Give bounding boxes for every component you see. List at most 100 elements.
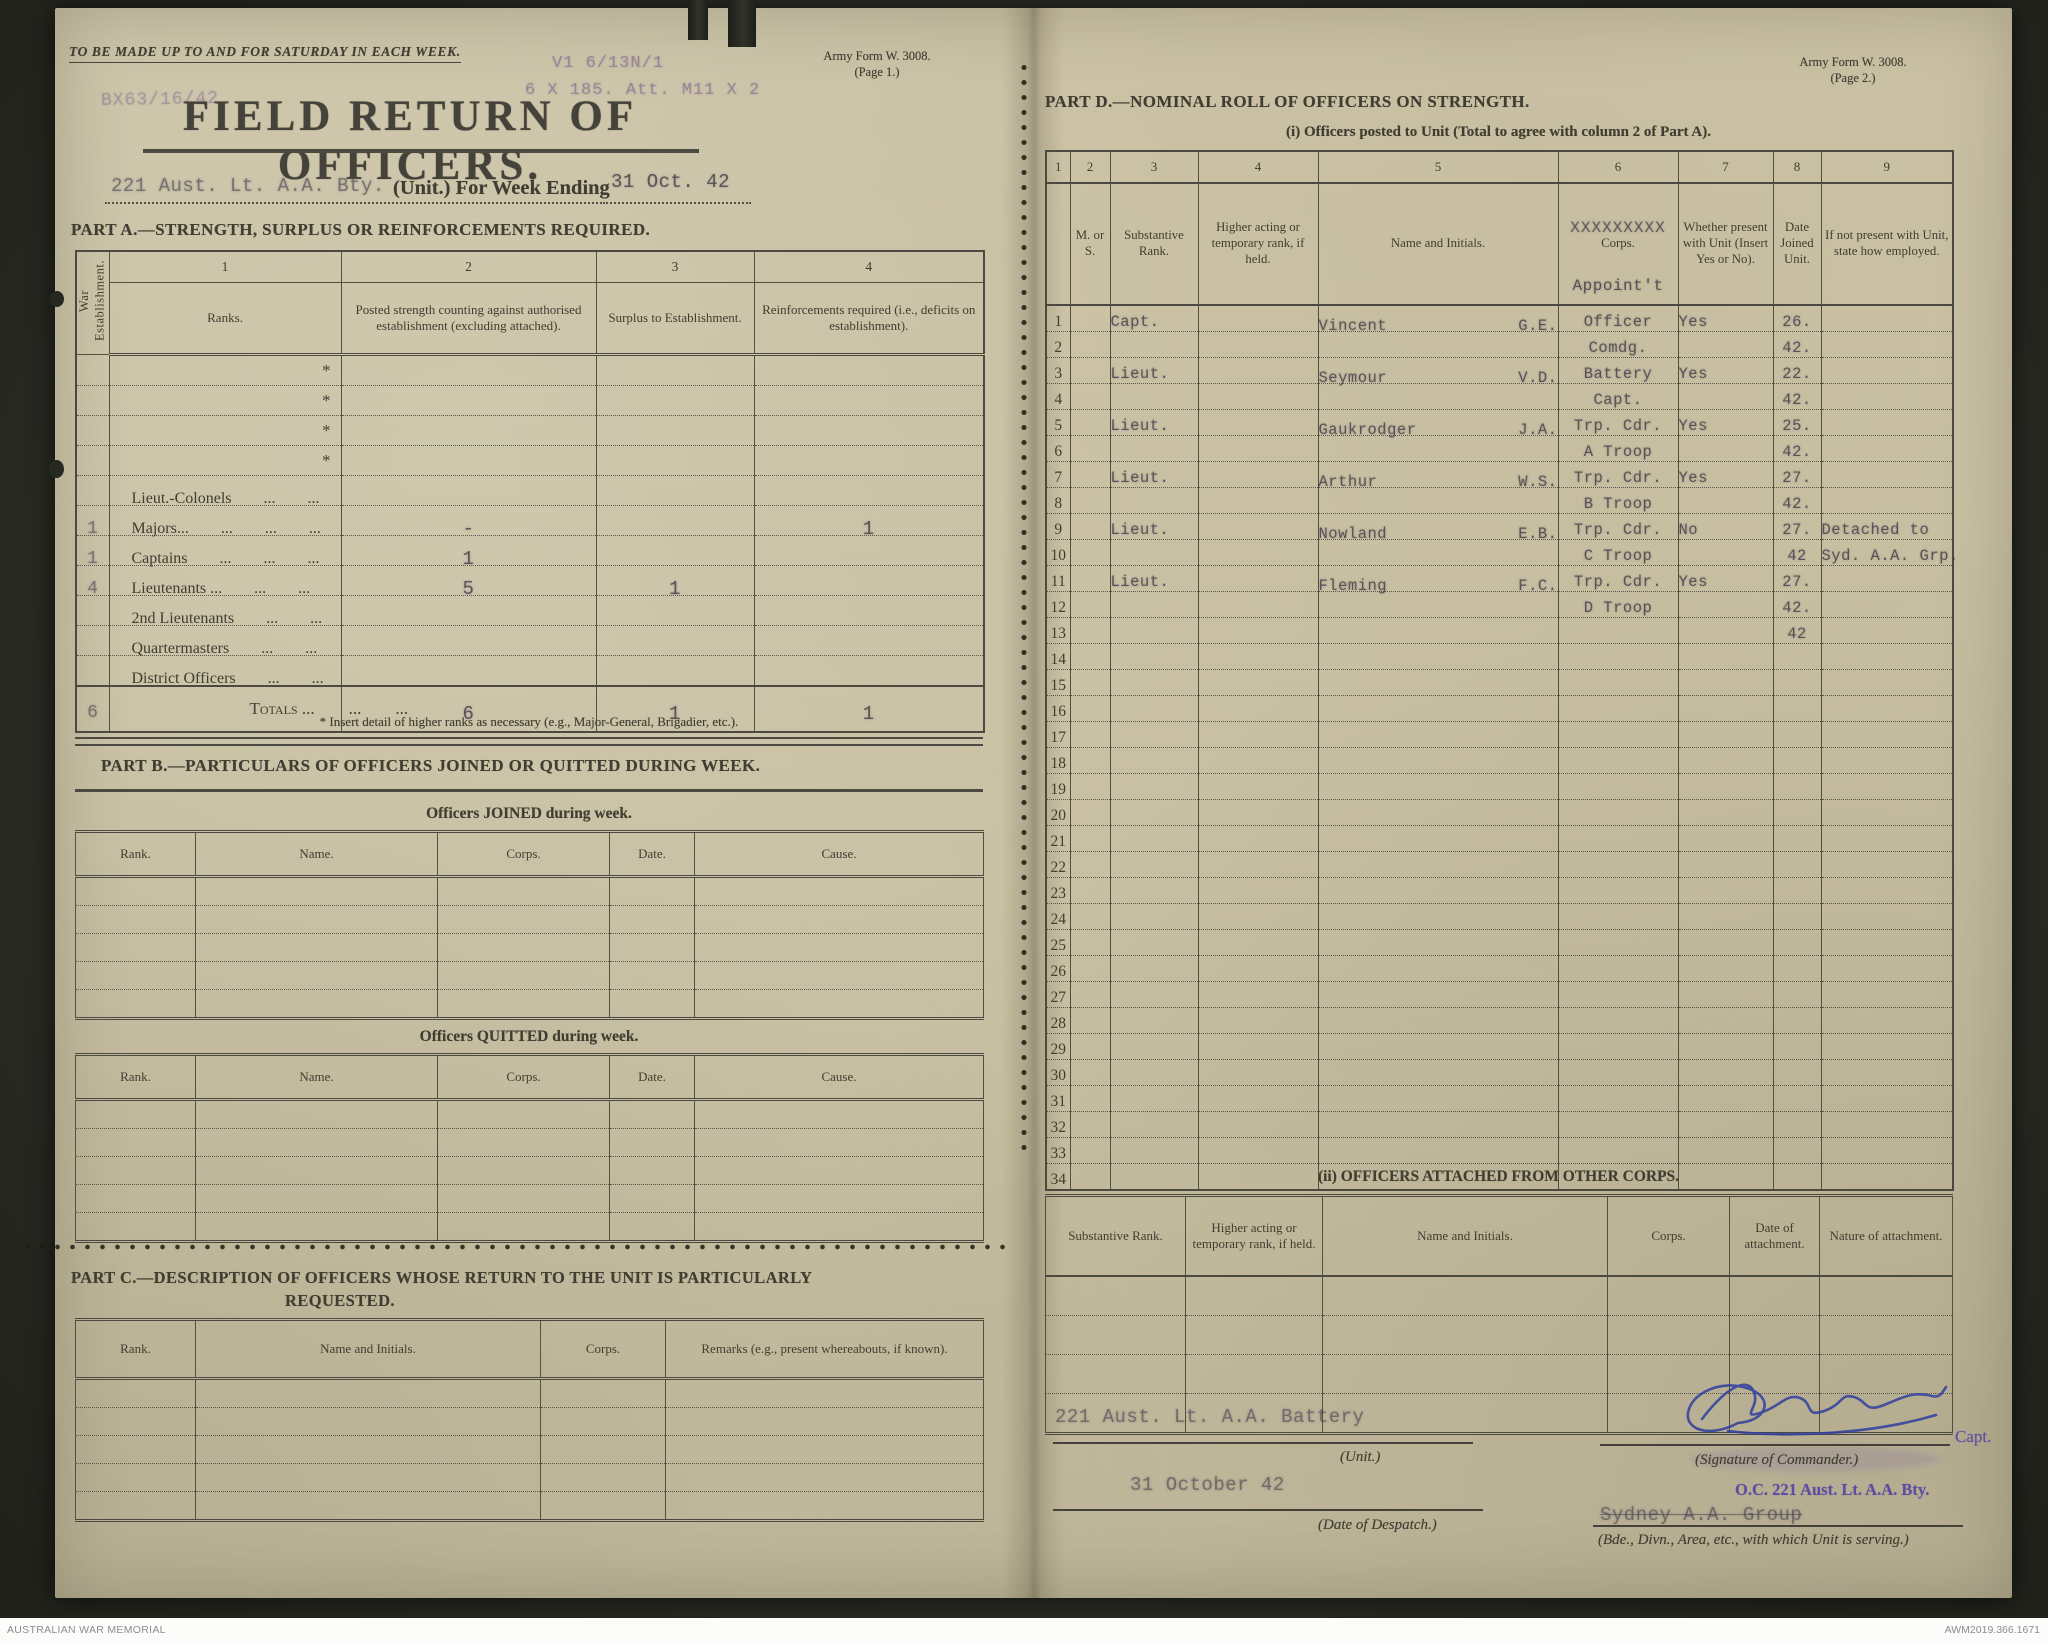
nominal-roll-row: 1342	[1045, 617, 1954, 644]
date-column-header: Date.	[609, 831, 695, 878]
nominal-roll-row: 34	[1045, 1163, 1954, 1191]
despatch-date-typed: 31 October 42	[1130, 1474, 1285, 1496]
empty-form-row	[75, 1156, 984, 1185]
nominal-roll-row: 4Capt.42.	[1045, 383, 1954, 410]
surplus-column-header: Surplus to Establishment.	[595, 282, 755, 356]
empty-form-row	[75, 1407, 984, 1436]
backdrop-clip	[728, 0, 756, 47]
paper-tear	[50, 291, 64, 307]
totals-label: Totals ... ... ...	[249, 699, 409, 718]
form-title: FIELD RETURN OF OFFICERS.	[182, 93, 638, 189]
rank-label: Lieut.-Colonels ... ...	[131, 490, 320, 507]
empty-form-row	[75, 1378, 984, 1408]
unit-name-typed: 221 Aust. Lt. A.A. Bty.	[111, 175, 385, 197]
column-number: 4	[753, 251, 985, 283]
unit-signature-line	[1053, 1442, 1473, 1444]
officers-joined-title: Officers JOINED during week.	[426, 805, 632, 822]
part-d-subheading: (i) Officers posted to Unit (Total to ag…	[1286, 124, 1711, 140]
higher-rank-asterisk: *	[322, 361, 331, 380]
fold-perforation	[1021, 60, 1027, 1152]
serving-label: (Bde., Divn., Area, etc., with which Uni…	[1598, 1532, 1909, 1548]
higher-rank-column-header: Higher acting or temporary rank, if held…	[1197, 183, 1319, 306]
name-column-header: Name.	[195, 1054, 438, 1101]
serving-signature-line	[1593, 1525, 1963, 1527]
ink-stamp-smudge	[1690, 1446, 1940, 1472]
empty-form-row	[75, 1184, 984, 1213]
part-a-row: 1 Captains ... ... ... 1	[75, 535, 985, 570]
name-initials-column-header: Name and Initials.	[195, 1319, 541, 1380]
part-c-heading: PART C.—DESCRIPTION OF OFFICERS WHOSE RE…	[71, 1268, 813, 1287]
officer-surname: Gaukrodger	[1318, 420, 1417, 439]
commander-signature	[1686, 1383, 1948, 1436]
officer-initials: J.A.	[1518, 420, 1558, 439]
nominal-roll-row: 32	[1045, 1111, 1954, 1138]
corps-column-header: Corps. XXXXXXXXX Appoint't	[1557, 183, 1679, 306]
corps-column-header: Corps.	[1607, 1195, 1730, 1277]
nominal-roll-row: 33	[1045, 1137, 1954, 1164]
part-c-table: Rank. Name and Initials. Corps. Remarks …	[75, 1318, 984, 1522]
nominal-roll-row: 15	[1045, 669, 1954, 696]
unit-week-ending-label: (Unit.) For Week Ending	[393, 177, 610, 199]
reference-stamp: 6 X 185. Att. M11 X 2	[525, 81, 761, 100]
nominal-roll-row: 25	[1045, 929, 1954, 956]
unit-name-typed: 221 Aust. Lt. A.A. Battery	[1055, 1406, 1365, 1428]
nominal-roll-row: 30	[1045, 1059, 1954, 1086]
part-a-row: *	[75, 415, 985, 446]
nominal-roll-row: 17	[1045, 721, 1954, 748]
horizontal-perforation	[20, 1244, 1012, 1250]
part-a-row: 2nd Lieutenants ... ...	[75, 595, 985, 627]
archive-source: AUSTRALIAN WAR MEMORIAL	[7, 1624, 166, 1636]
column-number: 8	[1772, 151, 1822, 184]
officers-quitted-table: Rank. Name. Corps. Date. Cause.	[75, 1053, 984, 1243]
war-establishment-column-header: War Establishment.	[75, 251, 110, 355]
corps-column-header: Corps.	[540, 1319, 666, 1380]
nominal-roll-row: 24	[1045, 903, 1954, 930]
higher-rank-column-header: Higher acting or temporary rank, if held…	[1185, 1195, 1323, 1277]
despatch-signature-line	[1053, 1509, 1483, 1511]
part-a-row: *	[75, 354, 985, 386]
whether-present-column-header: Whether present with Unit (Insert Yes or…	[1677, 183, 1774, 306]
form-page-2: Army Form W. 3008. (Page 2.) PART D.—NOM…	[1035, 8, 2012, 1598]
officer-initials: F.C.	[1518, 576, 1558, 595]
remarks-column-header: Remarks (e.g., present whereabouts, if k…	[665, 1319, 984, 1380]
part-b-heading: PART B.—PARTICULARS OF OFFICERS JOINED O…	[101, 756, 761, 775]
reference-stamp: V1 6/13N/1	[552, 54, 665, 73]
date-column-header: Date.	[609, 1054, 695, 1101]
unit-label: (Unit.)	[1340, 1449, 1381, 1465]
ms-column-header: M. or S.	[1069, 183, 1111, 306]
date-attachment-column-header: Date of attachment.	[1729, 1195, 1820, 1277]
empty-form-row	[75, 1099, 984, 1129]
officer-surname: Vincent	[1318, 316, 1388, 335]
officer-surname: Seymour	[1318, 368, 1388, 387]
part-a-row: District Officers ... ...	[75, 655, 985, 687]
title-underline	[143, 149, 699, 153]
officer-initials: V.D.	[1518, 368, 1558, 387]
nominal-roll-row: 21	[1045, 825, 1954, 852]
rank-label: Quartermasters ... ...	[131, 640, 318, 657]
empty-form-row	[1045, 1315, 1953, 1355]
ranks-column-header: Ranks.	[108, 282, 342, 356]
if-not-present-column-header: If not present with Unit, state how empl…	[1820, 183, 1954, 306]
column-number: 2	[340, 251, 597, 283]
substantive-rank-column-header: Substantive Rank.	[1109, 183, 1199, 306]
substantive-rank-column-header: Substantive Rank.	[1045, 1195, 1186, 1277]
part-a-body: * * * * Lieut.-Colonels ... ... 1 Majors... ..…	[75, 354, 985, 687]
corps-overstrike-typed: XXXXXXXXX	[1570, 219, 1666, 237]
paper-tear	[49, 460, 64, 478]
empty-form-row	[75, 1435, 984, 1464]
nominal-roll-row: 29	[1045, 1033, 1954, 1060]
date-joined-column-header: Date Joined Unit.	[1772, 183, 1822, 306]
nominal-roll-row: 20	[1045, 799, 1954, 826]
attached-officers-heading: (ii) OFFICERS ATTACHED FROM OTHER CORPS.	[1317, 1168, 1680, 1185]
date-writing-line	[603, 202, 751, 204]
part-b-underline	[75, 789, 983, 792]
corps-column-header: Corps.	[437, 1054, 610, 1101]
form-reference: Army Form W. 3008. (Page 2.)	[1799, 55, 1907, 86]
empty-form-row	[75, 1128, 984, 1157]
